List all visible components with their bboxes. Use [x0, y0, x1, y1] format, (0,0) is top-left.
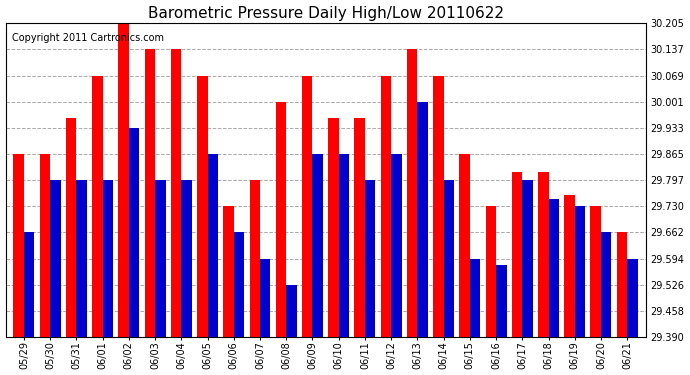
Bar: [496, 265, 506, 337]
Bar: [234, 232, 244, 337]
Bar: [197, 75, 208, 337]
Bar: [407, 50, 417, 337]
Title: Barometric Pressure Daily High/Low 20110622: Barometric Pressure Daily High/Low 20110…: [148, 6, 504, 21]
Bar: [365, 180, 375, 337]
Bar: [575, 206, 585, 337]
Text: Copyright 2011 Cartronics.com: Copyright 2011 Cartronics.com: [12, 33, 164, 42]
Bar: [391, 154, 402, 337]
Bar: [24, 232, 34, 337]
Bar: [155, 180, 166, 337]
Bar: [617, 232, 627, 337]
Bar: [564, 195, 575, 337]
Bar: [313, 154, 323, 337]
Bar: [260, 259, 270, 337]
Bar: [50, 180, 61, 337]
Bar: [92, 75, 103, 337]
Bar: [522, 180, 533, 337]
Bar: [145, 50, 155, 337]
Bar: [460, 154, 470, 337]
Bar: [339, 154, 349, 337]
Bar: [224, 206, 234, 337]
Bar: [381, 75, 391, 337]
Bar: [77, 180, 87, 337]
Bar: [250, 180, 260, 337]
Bar: [549, 198, 559, 337]
Bar: [66, 117, 77, 337]
Bar: [103, 180, 113, 337]
Bar: [601, 232, 611, 337]
Bar: [119, 23, 129, 337]
Bar: [355, 117, 365, 337]
Bar: [302, 75, 313, 337]
Bar: [627, 259, 638, 337]
Bar: [13, 154, 24, 337]
Bar: [286, 285, 297, 337]
Bar: [129, 128, 139, 337]
Bar: [444, 180, 454, 337]
Bar: [417, 102, 428, 337]
Bar: [486, 206, 496, 337]
Bar: [276, 102, 286, 337]
Bar: [208, 154, 218, 337]
Bar: [328, 117, 339, 337]
Bar: [39, 154, 50, 337]
Bar: [470, 259, 480, 337]
Bar: [591, 206, 601, 337]
Bar: [538, 171, 549, 337]
Bar: [171, 50, 181, 337]
Bar: [433, 75, 444, 337]
Bar: [181, 180, 192, 337]
Bar: [512, 171, 522, 337]
